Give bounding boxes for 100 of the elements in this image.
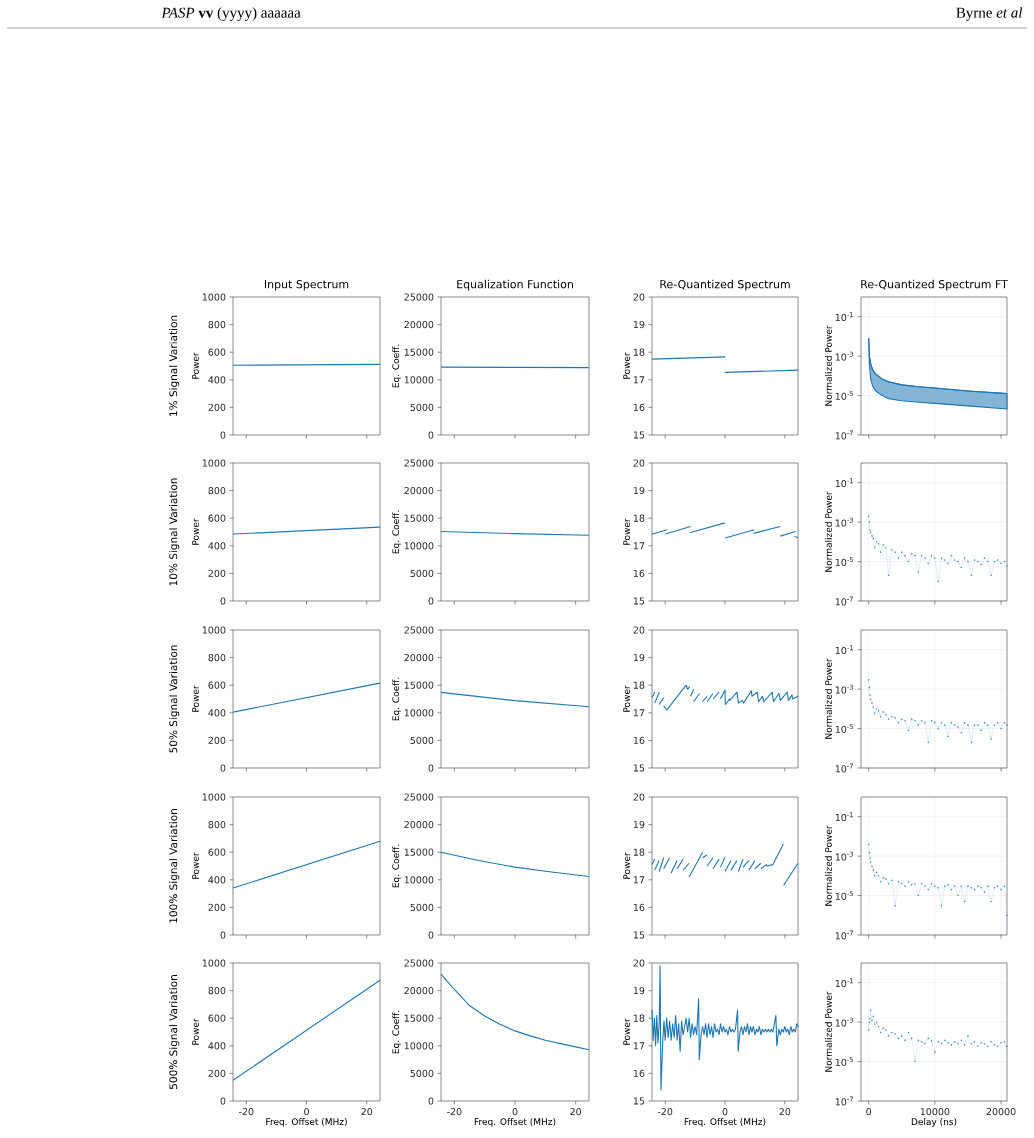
y-axis-title: Power: [623, 518, 631, 545]
text: 50% Signal Variation: [169, 645, 180, 753]
y-tick-label: 10$^{-7}$: [835, 430, 853, 440]
y-tick-label: 0: [220, 931, 226, 939]
y-tick-label: 0: [220, 597, 226, 605]
y-tick-label: 15000: [404, 848, 434, 856]
y-tick-label: 17: [633, 376, 645, 384]
y-axis-title: Power: [623, 852, 631, 879]
x-tick-label: 0: [304, 1108, 309, 1116]
y-tick-label: 800: [208, 654, 226, 662]
y-tick-label: 20: [633, 793, 645, 801]
y-tick-label: 16: [633, 403, 645, 411]
y-tick-label: 20: [633, 959, 645, 967]
y-tick-label: 20000: [404, 654, 434, 662]
y-axis-title: Power: [192, 352, 199, 379]
y-axis-title: Eq. Coeff.: [392, 844, 401, 888]
y-tick-label: 5000: [410, 403, 434, 411]
y-tick-label: 10$^{-3}$: [835, 1017, 853, 1027]
y-tick-label: 25000: [404, 293, 434, 301]
y-tick-label: 10$^{-5}$: [835, 1057, 853, 1066]
x-tick-label: 20: [361, 1108, 373, 1116]
y-tick-label: 18: [633, 514, 645, 522]
y-tick-label: 400: [208, 376, 226, 384]
y-tick-label: 0: [220, 431, 226, 439]
y-axis-title: Eq. Coeff.: [392, 344, 401, 388]
y-tick-label: 20: [633, 626, 645, 634]
y-tick-label: 10$^{-7}$: [835, 763, 853, 773]
y-tick-label: 400: [208, 876, 226, 884]
y-tick-label: 200: [208, 1069, 226, 1077]
y-tick-label: 25000: [404, 793, 434, 801]
y-tick-label: 400: [208, 709, 226, 717]
y-tick-label: 18: [633, 348, 645, 356]
y-tick-label: 19: [633, 487, 645, 495]
y-tick-label: 10$^{-3}$: [835, 351, 853, 361]
y-tick-label: 20000: [404, 487, 434, 495]
y-tick-label: 10000: [404, 376, 434, 384]
y-tick-label: 20000: [404, 987, 434, 995]
y-tick-label: 25000: [404, 959, 434, 967]
y-tick-label: 5000: [410, 569, 434, 577]
y-tick-label: 600: [208, 514, 226, 522]
y-tick-label: 17: [633, 709, 645, 717]
y-tick-label: 800: [208, 987, 226, 995]
y-tick-label: 19: [633, 821, 645, 829]
y-tick-label: 15: [633, 931, 645, 939]
y-tick-label: 10000: [404, 542, 434, 550]
y-tick-label: 25000: [404, 459, 434, 467]
text: 10% Signal Variation: [169, 478, 180, 586]
y-tick-label: 200: [208, 903, 226, 911]
y-tick-label: 10$^{-7}$: [835, 596, 853, 606]
y-tick-label: 10$^{-3}$: [835, 851, 853, 861]
y-tick-label: 0: [428, 931, 434, 939]
y-tick-label: 0: [428, 764, 434, 772]
y-tick-label: 18: [633, 681, 645, 689]
y-axis-title: Eq. Coeff.: [392, 510, 401, 554]
y-tick-label: 20: [633, 293, 645, 301]
y-axis-title: Power: [623, 685, 631, 712]
chart-title: Input Spectrum: [264, 280, 349, 291]
y-tick-label: 19: [633, 987, 645, 995]
text: 500% Signal Variation: [169, 975, 180, 1089]
y-tick-label: 0: [428, 431, 434, 439]
x-tick-label: -20: [447, 1108, 462, 1116]
y-tick-label: 0: [428, 1097, 434, 1105]
chart-title: Equalization Function: [457, 279, 573, 291]
y-axis-title: Power: [192, 1018, 199, 1045]
x-tick-label: 20: [570, 1108, 582, 1116]
y-tick-label: 15: [633, 764, 645, 772]
y-tick-label: 10000: [404, 1042, 434, 1050]
x-axis-title: Delay (ns): [911, 1118, 957, 1127]
y-tick-label: 17: [633, 542, 645, 550]
chart-title: Re-Quantized Spectrum: [660, 279, 790, 291]
y-tick-label: 10$^{-7}$: [835, 930, 853, 940]
y-tick-label: 1000: [202, 959, 226, 967]
y-tick-label: 10000: [404, 876, 434, 884]
y-tick-label: 20: [633, 459, 645, 467]
y-tick-label: 16: [633, 569, 645, 577]
y-tick-label: 15: [633, 1097, 645, 1105]
x-tick-label: 0: [512, 1108, 518, 1116]
y-tick-label: 20000: [404, 320, 434, 329]
y-axis-title: Power: [192, 518, 199, 545]
y-tick-label: 10$^{-3}$: [835, 684, 853, 694]
y-axis-title: Normalized Power: [824, 491, 832, 572]
x-tick-label: 20: [779, 1108, 791, 1116]
y-tick-label: 16: [633, 1069, 645, 1077]
y-tick-label: 10$^{-5}$: [835, 724, 853, 733]
y-axis-title: Eq. Coeff.: [392, 677, 401, 721]
y-tick-label: 15: [633, 431, 645, 439]
y-tick-label: 10$^{-1}$: [835, 978, 853, 988]
y-tick-label: 19: [633, 654, 645, 662]
x-axis-title: Freq. Offset (MHz): [266, 1118, 347, 1127]
y-tick-label: 20000: [404, 821, 434, 829]
y-tick-label: 25000: [404, 626, 434, 634]
y-tick-label: 10$^{-5}$: [835, 391, 853, 400]
y-tick-label: 15000: [404, 1014, 434, 1022]
y-tick-label: 17: [633, 876, 645, 884]
y-tick-label: 16: [633, 736, 645, 744]
y-axis-title: Normalized Power: [824, 325, 832, 406]
y-tick-label: 0: [220, 1097, 226, 1105]
y-tick-label: 15: [633, 597, 645, 605]
x-axis-title: Freq. Offset (MHz): [684, 1118, 766, 1127]
chart-title: Re-Quantized Spectrum FT: [861, 279, 1008, 291]
